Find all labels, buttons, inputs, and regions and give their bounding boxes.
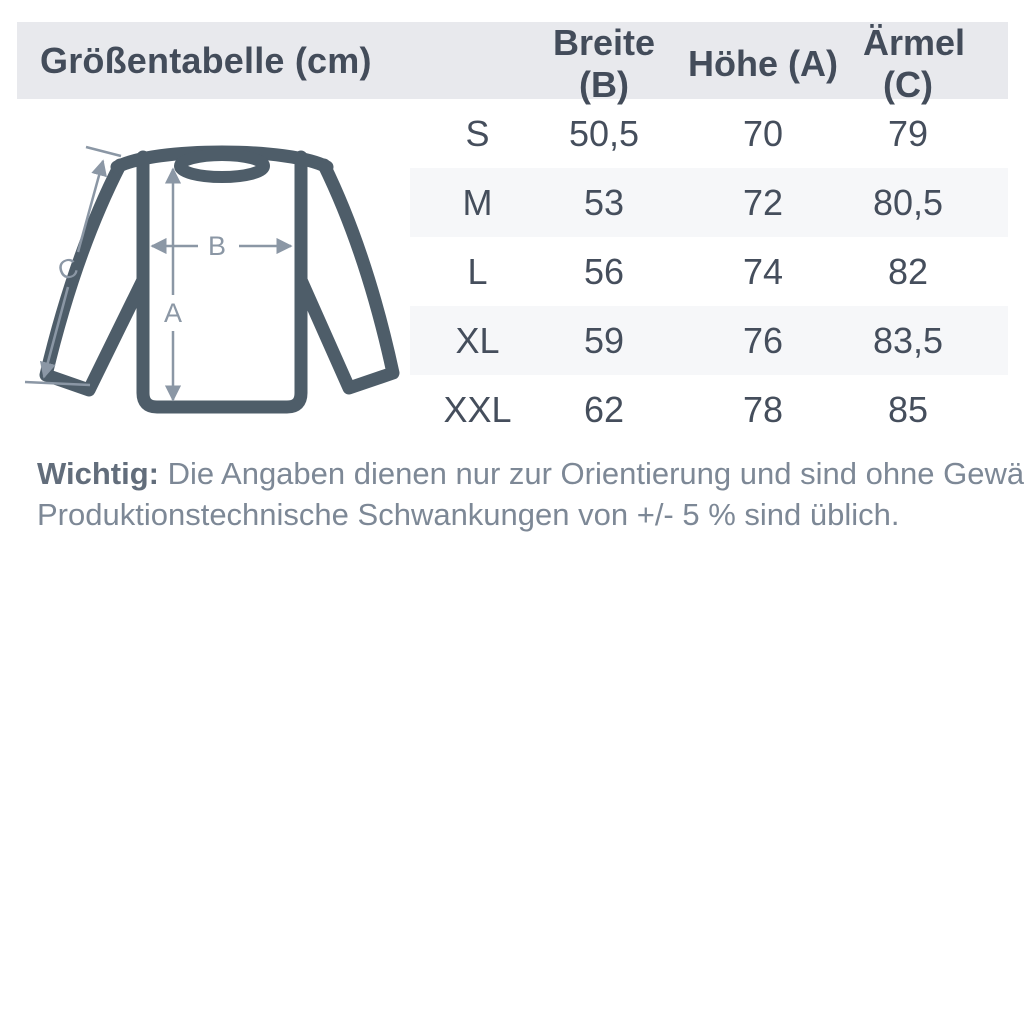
table-row-m: M 53 72 80,5	[410, 168, 1008, 237]
size-label: XXL	[443, 388, 512, 430]
breite-value: 62	[583, 388, 625, 430]
size-table-body: S 50,5 70 79 M 53 72 80,5 L 56 74 82 XL …	[410, 99, 1008, 444]
table-row-l: L 56 74 82	[410, 237, 1008, 306]
table-row-xl: XL 59 76 83,5	[410, 306, 1008, 375]
hoehe-value: 76	[742, 319, 784, 361]
aermel-value: 85	[887, 388, 929, 430]
disclaimer-note: Wichtig: Die Angaben dienen nur zur Orie…	[37, 453, 1024, 535]
aermel-value: 80,5	[872, 181, 944, 223]
hoehe-value: 72	[742, 181, 784, 223]
column-header-aermel: Ärmel (C)	[863, 22, 966, 105]
hoehe-value: 74	[742, 250, 784, 292]
size-label: M	[462, 181, 493, 223]
table-title: Größentabelle (cm)	[40, 39, 372, 81]
label-b: B	[208, 231, 226, 261]
table-row-xxl: XXL 62 78 85	[410, 375, 1008, 444]
breite-value: 53	[583, 181, 625, 223]
size-label: S	[465, 112, 490, 154]
aermel-value: 83,5	[872, 319, 944, 361]
size-label: L	[467, 250, 488, 292]
breite-value: 59	[583, 319, 625, 361]
table-header: Größentabelle (cm) Breite (B) Höhe (A) Ä…	[17, 22, 1008, 105]
label-a: A	[164, 298, 182, 328]
height-arrow-a: A	[164, 167, 182, 402]
breite-value: 56	[583, 250, 625, 292]
column-header-hoehe: Höhe (A)	[688, 43, 838, 84]
sweater-measurement-diagram: A B C	[24, 145, 400, 414]
width-arrow-b: B	[150, 231, 293, 261]
torso-outline	[136, 150, 308, 414]
aermel-value: 82	[887, 250, 929, 292]
note-line-2: Produktionstechnische Schwankungen von +…	[37, 497, 900, 532]
column-headers: Breite (B) Höhe (A) Ärmel (C)	[410, 22, 1008, 105]
hoehe-value: 78	[742, 388, 784, 430]
size-label: XL	[455, 319, 500, 361]
collar-neckline	[174, 149, 270, 183]
column-header-breite: Breite (B)	[552, 22, 656, 105]
table-row-s: S 50,5 70 79	[410, 99, 1008, 168]
right-sleeve-outline	[294, 158, 400, 395]
breite-value: 50,5	[568, 112, 640, 154]
aermel-value: 79	[887, 112, 929, 154]
hoehe-value: 70	[742, 112, 784, 154]
note-label: Wichtig:	[37, 456, 159, 491]
note-line-1: Die Angaben dienen nur zur Orientierung …	[167, 456, 1024, 491]
